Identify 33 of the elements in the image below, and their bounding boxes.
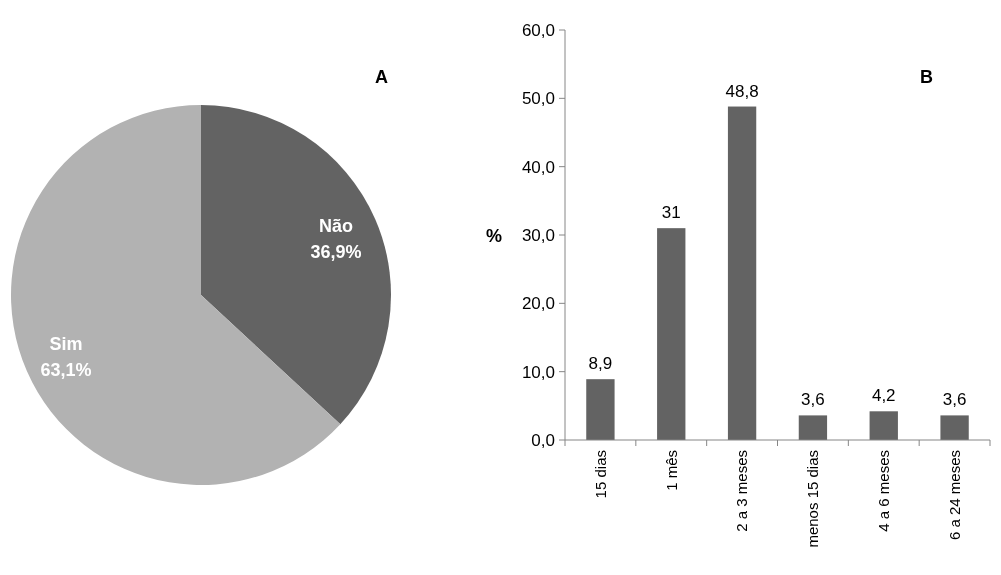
data-label: 8,9 — [588, 354, 613, 374]
data-label: 3,6 — [942, 390, 967, 410]
data-label: 3,6 — [801, 390, 825, 410]
y-axis-title: % — [486, 226, 503, 246]
y-tick-label: 50,0 — [521, 89, 555, 109]
x-tick-label: 15 dias — [591, 450, 609, 499]
chart-title: A — [375, 67, 388, 87]
data-label: 31 — [661, 203, 681, 223]
y-tick-label: 30,0 — [521, 225, 555, 245]
data-label: 36,9% — [310, 242, 362, 263]
slice-label: Sim — [49, 333, 83, 354]
y-tick-label: 0,0 — [531, 430, 555, 450]
y-tick-label: 60,0 — [521, 20, 555, 40]
text: B — [920, 67, 933, 87]
x-tick-label: 4 a 6 meses — [875, 450, 892, 532]
bar — [727, 106, 757, 440]
bar — [869, 411, 898, 440]
pie-slice — [201, 105, 391, 425]
data-label: 48,8 — [725, 81, 759, 101]
data-label: 63,1% — [40, 359, 92, 380]
bar — [798, 415, 828, 440]
y-tick-label: 40,0 — [521, 157, 555, 177]
x-tick-label: 2 a 3 meses — [733, 450, 751, 532]
data-label: 4,2 — [871, 386, 896, 406]
slice-label: Não — [318, 216, 353, 237]
x-tick-label: menos 15 dias — [804, 450, 822, 548]
bar — [940, 415, 969, 440]
y-tick-label: 20,0 — [521, 294, 555, 314]
bar — [657, 228, 686, 440]
x-tick-label: 6 a 24 meses — [945, 450, 963, 541]
x-tick-label: 1 mês — [662, 450, 680, 491]
bar — [586, 379, 615, 440]
y-tick-label: 10,0 — [521, 362, 555, 382]
